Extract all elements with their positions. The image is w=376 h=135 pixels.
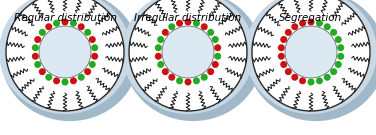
Ellipse shape	[0, 0, 131, 114]
Circle shape	[201, 74, 208, 81]
Circle shape	[330, 29, 337, 36]
Ellipse shape	[245, 0, 376, 114]
Circle shape	[70, 20, 77, 27]
Circle shape	[32, 44, 39, 51]
Circle shape	[337, 44, 344, 51]
Circle shape	[335, 36, 342, 43]
Circle shape	[201, 23, 208, 30]
Circle shape	[84, 68, 91, 75]
Text: Irregular distribution: Irregular distribution	[134, 13, 242, 23]
Circle shape	[62, 18, 68, 26]
Circle shape	[280, 36, 287, 43]
Circle shape	[207, 68, 214, 75]
Circle shape	[299, 20, 306, 27]
Circle shape	[89, 36, 96, 43]
Circle shape	[299, 77, 306, 84]
Circle shape	[91, 53, 98, 60]
Circle shape	[278, 53, 285, 60]
Circle shape	[291, 74, 298, 81]
Circle shape	[78, 74, 85, 81]
Circle shape	[162, 68, 169, 75]
Circle shape	[291, 23, 298, 30]
Circle shape	[176, 20, 183, 27]
Circle shape	[157, 61, 164, 68]
Circle shape	[155, 53, 162, 60]
Circle shape	[39, 29, 46, 36]
Circle shape	[280, 61, 287, 68]
Circle shape	[32, 53, 39, 60]
Circle shape	[212, 61, 219, 68]
Ellipse shape	[124, 0, 262, 121]
Ellipse shape	[1, 0, 139, 121]
Circle shape	[157, 36, 164, 43]
Circle shape	[316, 77, 323, 84]
Circle shape	[129, 0, 247, 111]
Circle shape	[53, 20, 60, 27]
Circle shape	[176, 77, 183, 84]
Circle shape	[185, 78, 191, 85]
Circle shape	[78, 23, 85, 30]
Circle shape	[185, 18, 191, 26]
Circle shape	[6, 0, 124, 111]
Ellipse shape	[145, 16, 191, 44]
Circle shape	[91, 44, 98, 51]
Ellipse shape	[268, 16, 314, 44]
Circle shape	[53, 77, 60, 84]
Circle shape	[335, 61, 342, 68]
Circle shape	[84, 29, 91, 36]
Circle shape	[214, 53, 221, 60]
Circle shape	[324, 23, 331, 30]
Circle shape	[89, 61, 96, 68]
Circle shape	[285, 68, 292, 75]
Circle shape	[337, 53, 344, 60]
Circle shape	[39, 26, 91, 78]
Ellipse shape	[247, 0, 376, 121]
Circle shape	[45, 74, 52, 81]
Circle shape	[316, 20, 323, 27]
Circle shape	[45, 23, 52, 30]
Circle shape	[34, 61, 41, 68]
Circle shape	[62, 78, 68, 85]
Circle shape	[207, 29, 214, 36]
Circle shape	[34, 36, 41, 43]
Circle shape	[168, 74, 175, 81]
Ellipse shape	[22, 16, 68, 44]
Circle shape	[155, 44, 162, 51]
Circle shape	[70, 77, 77, 84]
Circle shape	[252, 0, 370, 111]
Circle shape	[212, 36, 219, 43]
Circle shape	[168, 23, 175, 30]
Text: Segregation: Segregation	[279, 13, 343, 23]
Circle shape	[285, 29, 292, 36]
Circle shape	[308, 18, 314, 26]
Text: Regular distribution: Regular distribution	[14, 13, 117, 23]
Circle shape	[162, 26, 214, 78]
Circle shape	[324, 74, 331, 81]
Circle shape	[330, 68, 337, 75]
Circle shape	[193, 77, 200, 84]
Circle shape	[214, 44, 221, 51]
Circle shape	[193, 20, 200, 27]
Ellipse shape	[122, 0, 254, 114]
Circle shape	[162, 29, 169, 36]
Circle shape	[278, 44, 285, 51]
Circle shape	[285, 26, 337, 78]
Circle shape	[308, 78, 314, 85]
Circle shape	[39, 68, 46, 75]
